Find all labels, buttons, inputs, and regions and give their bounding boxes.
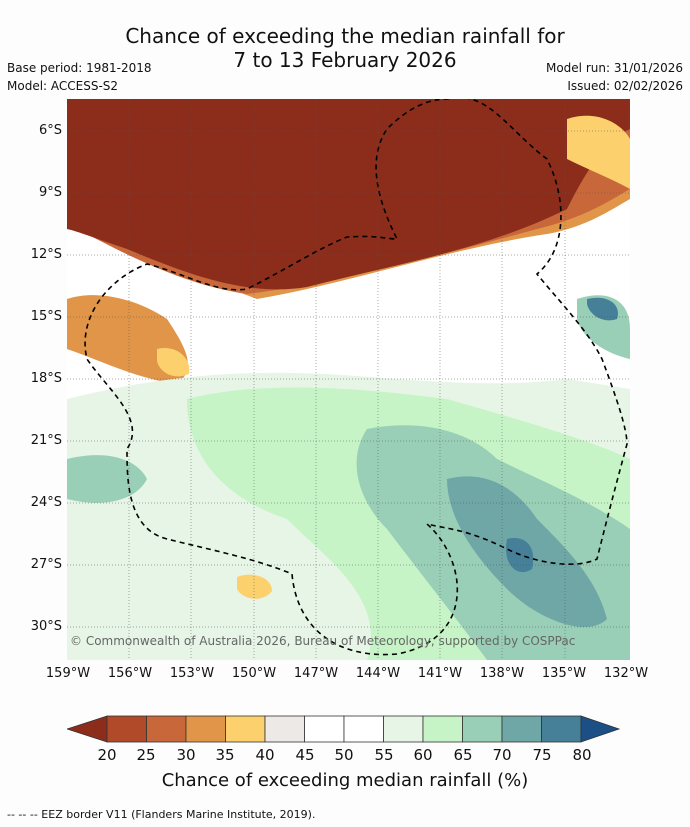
- lon-label-147w: 147°W: [293, 666, 339, 681]
- eez-border: [84, 99, 628, 656]
- region-west-yellow: [157, 348, 190, 377]
- colorbar-swatch: [304, 715, 345, 743]
- colorbar-swatch: [541, 715, 582, 743]
- lon-label-135w: 135°W: [541, 666, 587, 681]
- eez-border-note: -- -- -- EEZ border V11 (Flanders Marine…: [7, 808, 316, 821]
- lat-label-9s: 9°S: [38, 185, 62, 200]
- title-line-1: Chance of exceeding the median rainfall …: [125, 24, 565, 48]
- lon-label-153w: 153°W: [169, 666, 215, 681]
- colorbar-swatch: [106, 715, 147, 743]
- colorbar-tick-35: 35: [215, 746, 235, 764]
- lat-label-27s: 27°S: [30, 557, 62, 572]
- lat-label-24s: 24°S: [30, 495, 62, 510]
- colorbar-swatch: [501, 715, 542, 743]
- copyright-notice: © Commonwealth of Australia 2026, Bureau…: [70, 634, 576, 648]
- lat-label-12s: 12°S: [30, 247, 62, 262]
- region-dry-north: [67, 99, 630, 290]
- colorbar-tick-30: 30: [176, 746, 196, 764]
- colorbar-tick-20: 20: [97, 746, 117, 764]
- colorbar-tick-60: 60: [413, 746, 433, 764]
- colorbar-swatch: [185, 715, 226, 743]
- colorbar-tick-50: 50: [334, 746, 354, 764]
- lat-label-18s: 18°S: [30, 371, 62, 386]
- region-dark-teal-east: [587, 297, 618, 321]
- lat-label-6s: 6°S: [38, 123, 62, 138]
- colorbar-swatch: [343, 715, 384, 743]
- base-period: Base period: 1981-2018: [7, 61, 152, 75]
- region-teal-west: [67, 455, 147, 503]
- lon-label-132w: 132°W: [603, 666, 649, 681]
- rainfall-map: [67, 99, 630, 660]
- colorbar-title: Chance of exceeding median rainfall (%): [161, 770, 529, 791]
- colorbar-over-arrow: [580, 715, 621, 743]
- colorbar-tick-80: 80: [572, 746, 592, 764]
- lon-label-150w: 150°W: [231, 666, 277, 681]
- colorbar-swatch: [264, 715, 305, 743]
- lat-label-30s: 30°S: [30, 619, 62, 634]
- region-yellow-south: [237, 574, 272, 599]
- colorbar-under-arrow: [67, 715, 108, 743]
- colorbar-swatch: [146, 715, 187, 743]
- colorbar-swatch: [422, 715, 463, 743]
- lon-label-144w: 144°W: [355, 666, 401, 681]
- colorbar-tick-45: 45: [295, 746, 315, 764]
- lon-label-156w: 156°W: [107, 666, 153, 681]
- colorbar-tick-70: 70: [492, 746, 512, 764]
- colorbar-tick-55: 55: [374, 746, 394, 764]
- lon-label-141w: 141°W: [417, 666, 463, 681]
- model-run: Model run: 31/01/2026: [545, 61, 683, 75]
- lat-label-21s: 21°S: [30, 433, 62, 448]
- region-yellow-right: [567, 115, 630, 189]
- issued-date: Issued: 02/02/2026: [567, 79, 683, 93]
- graticule: [67, 99, 630, 660]
- title-line-2: 7 to 13 February 2026: [233, 48, 457, 72]
- colorbar: [67, 715, 621, 743]
- colorbar-swatch: [462, 715, 503, 743]
- colorbar-swatch: [383, 715, 424, 743]
- colorbar-tick-75: 75: [532, 746, 552, 764]
- colorbar-tick-25: 25: [136, 746, 156, 764]
- lon-label-159w: 159°W: [45, 666, 91, 681]
- lat-label-15s: 15°S: [30, 309, 62, 324]
- colorbar-tick-40: 40: [255, 746, 275, 764]
- colorbar-tick-65: 65: [453, 746, 473, 764]
- model-name: Model: ACCESS-S2: [7, 79, 119, 93]
- colorbar-swatch: [225, 715, 266, 743]
- lon-label-138w: 138°W: [479, 666, 525, 681]
